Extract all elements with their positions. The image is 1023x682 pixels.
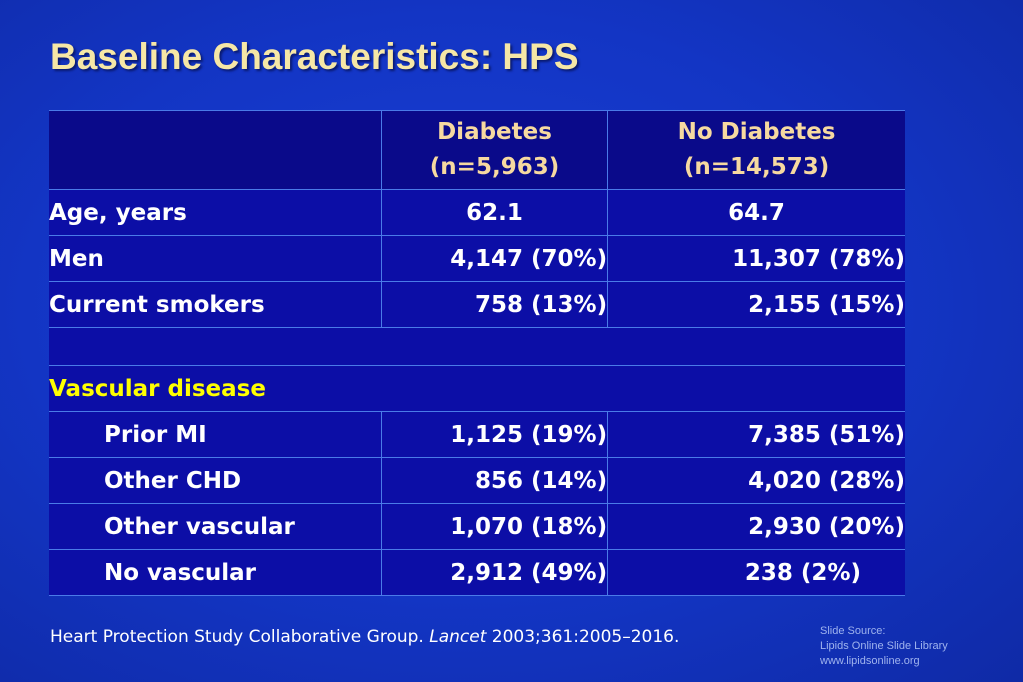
table-row: Other CHD 856 (14%) 4,020 (28%): [49, 457, 905, 504]
no-diabetes-value: 64.7: [607, 189, 905, 236]
source-line-2: Lipids Online Slide Library: [820, 640, 948, 652]
row-label: Prior MI: [49, 411, 382, 458]
citation-journal: Lancet: [429, 627, 487, 647]
no-diabetes-value: 2,930 (20%): [607, 503, 905, 550]
source-line-1: Slide Source:: [820, 625, 886, 637]
table-row: Men 4,147 (70%) 11,307 (78%): [49, 235, 905, 282]
header-diabetes-n: (n=5,963): [429, 154, 560, 180]
header-no-diabetes-n: (n=14,573): [683, 154, 830, 180]
row-label: Other CHD: [49, 457, 382, 504]
diabetes-value: 2,912 (49%): [381, 549, 609, 596]
section-label: Vascular disease: [49, 365, 905, 412]
diabetes-value: 4,147 (70%): [381, 235, 609, 282]
no-diabetes-value: 7,385 (51%): [607, 411, 905, 458]
diabetes-value: 1,070 (18%): [381, 503, 609, 550]
row-label: Men: [49, 235, 382, 282]
table-row: Other vascular 1,070 (18%) 2,930 (20%): [49, 503, 905, 550]
header-diabetes-label: Diabetes: [437, 119, 552, 145]
slide-title: Baseline Characteristics: HPS: [50, 36, 579, 77]
header-diabetes: Diabetes (n=5,963): [381, 110, 609, 190]
diabetes-value: 758 (13%): [381, 281, 609, 328]
header-empty-cell: [49, 110, 382, 190]
table-row: Current smokers 758 (13%) 2,155 (15%): [49, 281, 905, 328]
citation-details: 2003;361:2005–2016.: [491, 627, 680, 647]
spacer-cell: [49, 327, 905, 366]
baseline-table: Diabetes (n=5,963) No Diabetes (n=14,573…: [49, 110, 905, 596]
no-diabetes-value: 238 (2%): [607, 549, 905, 596]
no-diabetes-value: 2,155 (15%): [607, 281, 905, 328]
diabetes-value: 1,125 (19%): [381, 411, 609, 458]
table-row: Age, years 62.1 64.7: [49, 189, 905, 236]
row-label: Age, years: [49, 189, 382, 236]
table-row: Prior MI 1,125 (19%) 7,385 (51%): [49, 411, 905, 458]
source-line-3: www.lipidsonline.org: [820, 655, 920, 667]
citation: Heart Protection Study Collaborative Gro…: [50, 627, 679, 647]
spacer-row: [49, 327, 905, 366]
diabetes-value: 856 (14%): [381, 457, 609, 504]
row-label: No vascular: [49, 549, 382, 596]
no-diabetes-value: 4,020 (28%): [607, 457, 905, 504]
row-label: Other vascular: [49, 503, 382, 550]
header-no-diabetes: No Diabetes (n=14,573): [607, 110, 905, 190]
table-header-row: Diabetes (n=5,963) No Diabetes (n=14,573…: [49, 110, 905, 190]
no-diabetes-value: 11,307 (78%): [607, 235, 905, 282]
section-row: Vascular disease: [49, 365, 905, 412]
row-label: Current smokers: [49, 281, 382, 328]
diabetes-value: 62.1: [381, 189, 609, 236]
slide-source: Slide Source: Lipids Online Slide Librar…: [820, 624, 948, 669]
table-row: No vascular 2,912 (49%) 238 (2%): [49, 549, 905, 596]
header-no-diabetes-label: No Diabetes: [677, 119, 836, 145]
citation-authors: Heart Protection Study Collaborative Gro…: [50, 627, 424, 647]
